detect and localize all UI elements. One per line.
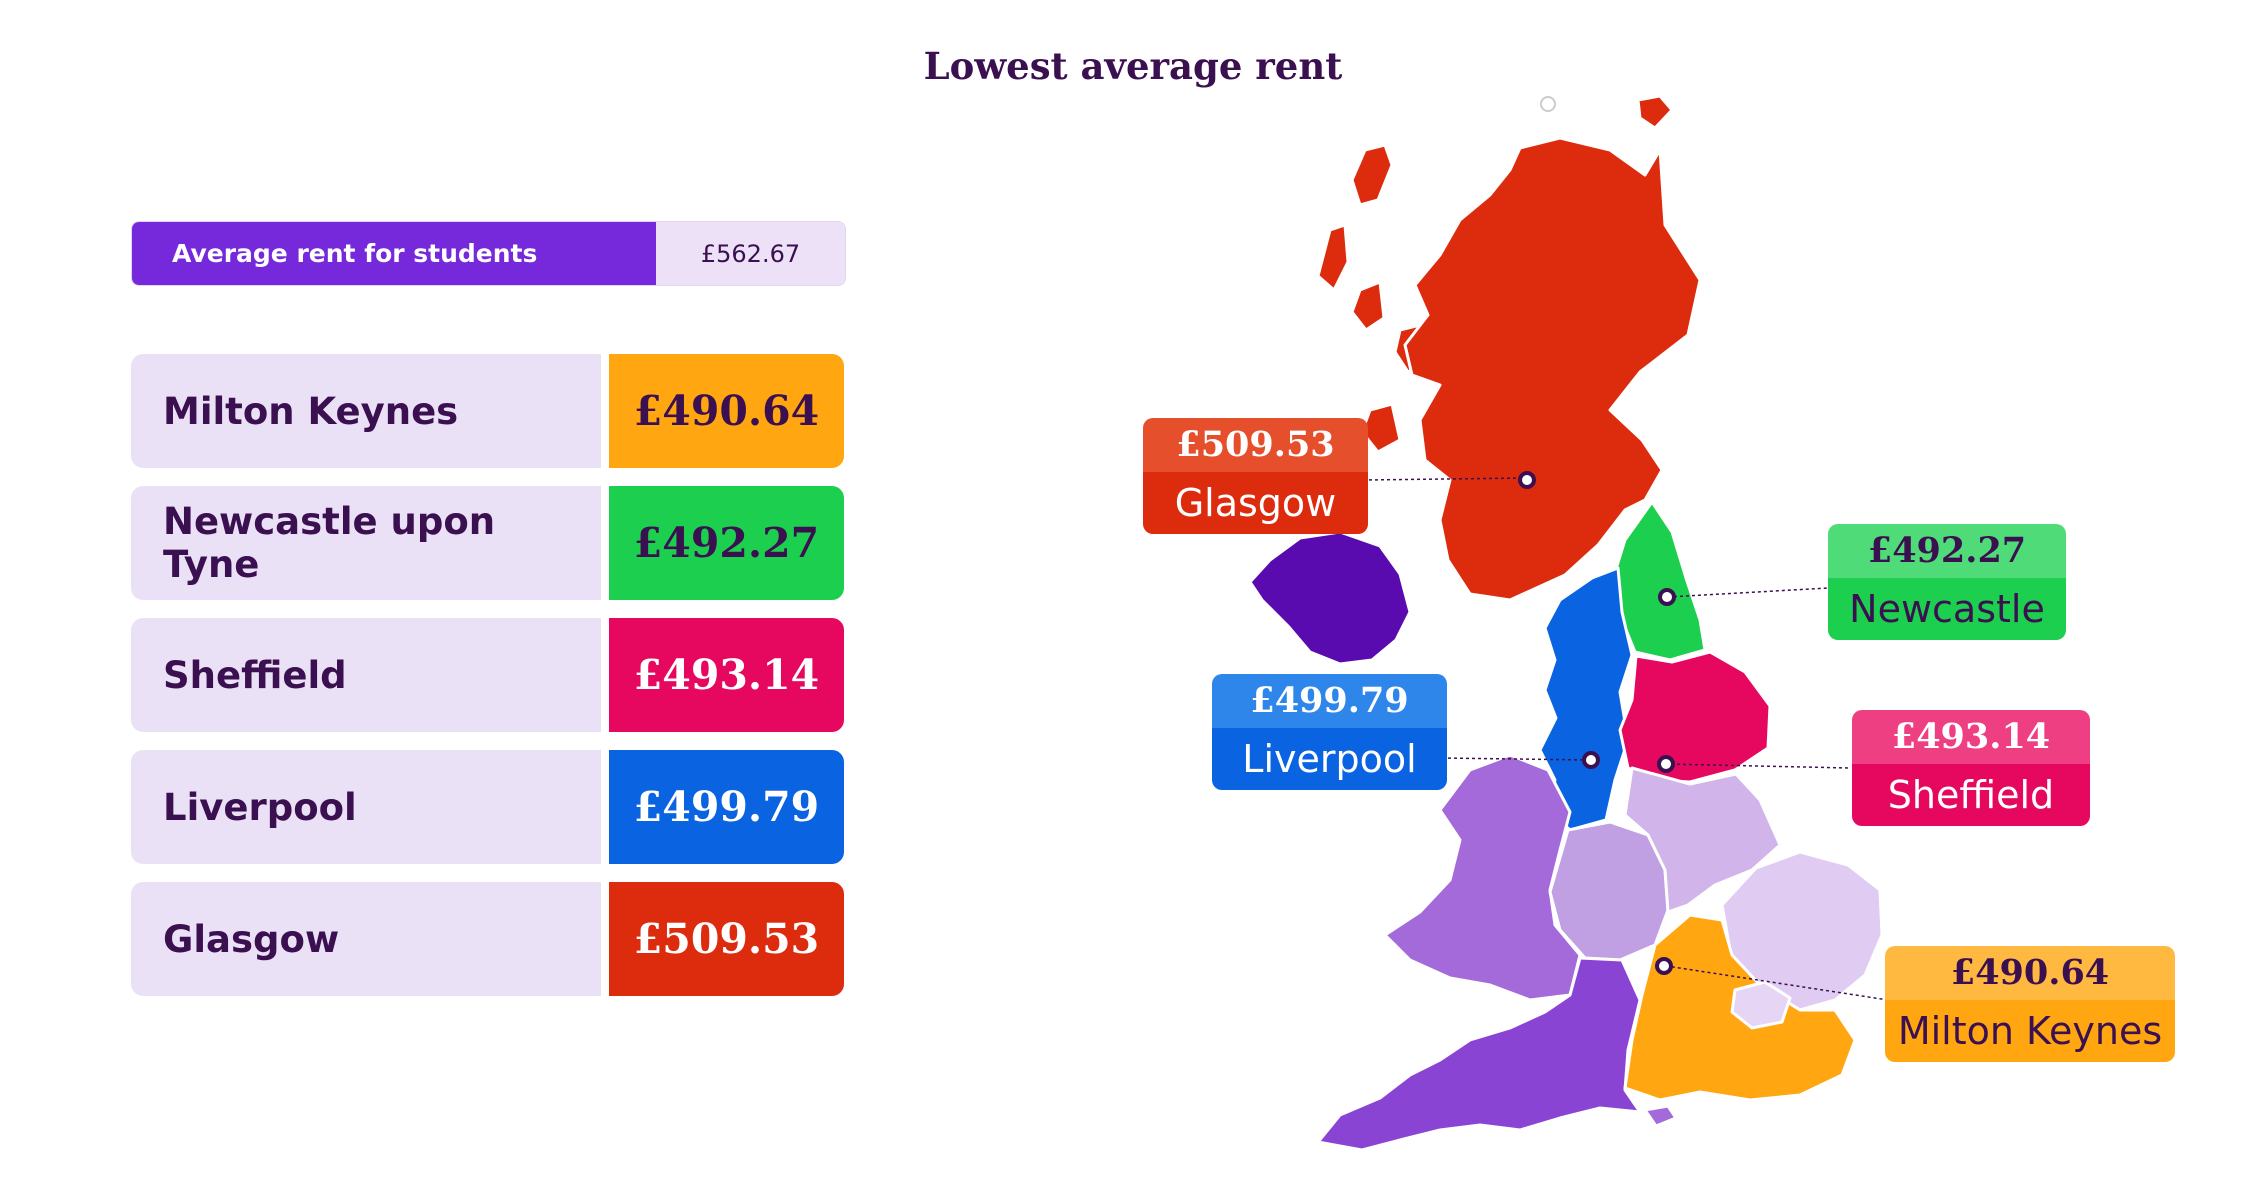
newcastle-callout: £492.27 Newcastle [1828,524,2066,640]
city-name: Liverpool [131,750,601,864]
newcastle-callout-price: £492.27 [1828,524,2066,578]
rent-value: £490.64 [609,354,844,468]
sheffield-callout: £493.14 Sheffield [1852,710,2090,826]
city-name: Newcastle upon Tyne [131,486,601,600]
list-item: Liverpool £499.79 [131,750,844,864]
newcastle-marker [1658,588,1676,606]
liverpool-leader-line [1441,757,1591,761]
region-wales [1383,753,1582,1002]
region-scotland [1403,136,1702,602]
newcastle-leader-line [1667,587,1829,598]
page-title: Lowest average rent [923,44,1343,88]
region-north-east [1613,500,1707,662]
milton-keynes-callout-price: £490.64 [1885,946,2175,1000]
rent-value: £509.53 [609,882,844,996]
milton-keynes-callout-city: Milton Keynes [1885,1000,2175,1062]
average-rent-bar: Average rent for students £562.67 [131,221,846,286]
milton-keynes-leader-line [1659,964,1889,1001]
region-east-midlands [1623,766,1782,914]
sheffield-callout-city: Sheffield [1852,764,2090,826]
glasgow-callout: £509.53 Glasgow [1143,418,1368,534]
liverpool-callout-price: £499.79 [1212,674,1447,728]
sheffield-callout-price: £493.14 [1852,710,2090,764]
milton-keynes-marker [1655,957,1673,975]
sheffield-marker [1657,755,1675,773]
city-name: Sheffield [131,618,601,732]
rent-value: £492.27 [609,486,844,600]
shetland-marker [1540,96,1556,112]
liverpool-marker [1582,751,1600,769]
list-item: Newcastle upon Tyne £492.27 [131,486,844,600]
list-item: Milton Keynes £490.64 [131,354,844,468]
rent-value: £499.79 [609,750,844,864]
region-northern-ireland [1248,530,1412,666]
liverpool-callout: £499.79 Liverpool [1212,674,1447,790]
newcastle-callout-city: Newcastle [1828,578,2066,640]
rent-value: £493.14 [609,618,844,732]
average-rent-label: Average rent for students [132,222,656,285]
city-rent-list: Milton Keynes £490.64 Newcastle upon Tyn… [131,354,844,1014]
glasgow-callout-city: Glasgow [1143,472,1368,534]
city-name: Milton Keynes [131,354,601,468]
city-name: Glasgow [131,882,601,996]
isle-of-wight [1643,1104,1678,1128]
milton-keynes-callout: £490.64 Milton Keynes [1885,946,2175,1062]
region-yorkshire [1618,650,1772,784]
sheffield-leader-line [1664,763,1851,769]
glasgow-callout-price: £509.53 [1143,418,1368,472]
liverpool-callout-city: Liverpool [1212,728,1447,790]
list-item: Glasgow £509.53 [131,882,844,996]
glasgow-marker [1518,471,1536,489]
scotland-islands [1316,94,1674,454]
region-london [1730,980,1792,1030]
list-item: Sheffield £493.14 [131,618,844,732]
average-rent-value: £562.67 [656,222,845,285]
region-south-west [1316,956,1642,1152]
